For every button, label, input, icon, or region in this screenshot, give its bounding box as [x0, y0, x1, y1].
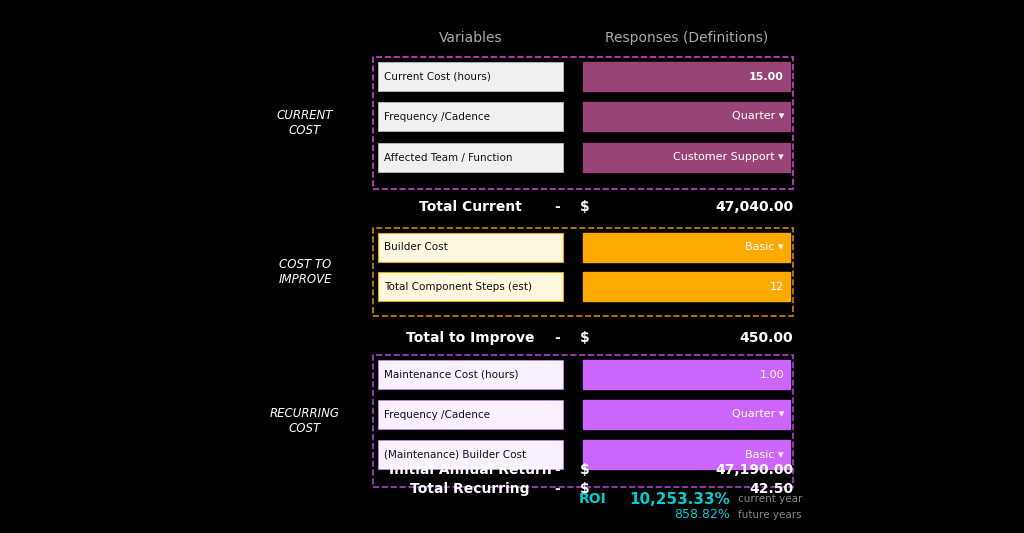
Text: -: -	[554, 331, 560, 345]
FancyBboxPatch shape	[378, 143, 563, 172]
Text: Total to Improve: Total to Improve	[406, 331, 535, 345]
FancyBboxPatch shape	[583, 102, 790, 131]
Text: future years: future years	[738, 510, 802, 520]
Text: 47,190.00: 47,190.00	[715, 463, 793, 477]
Text: (Maintenance) Builder Cost: (Maintenance) Builder Cost	[384, 449, 526, 459]
Text: Total Current: Total Current	[419, 200, 521, 214]
Text: 858.82%: 858.82%	[674, 508, 730, 521]
Text: Basic ▾: Basic ▾	[745, 243, 784, 253]
Text: -: -	[554, 482, 560, 496]
Text: ROI: ROI	[580, 492, 607, 506]
FancyBboxPatch shape	[583, 360, 790, 389]
Text: $: $	[580, 482, 590, 496]
Text: Basic ▾: Basic ▾	[745, 449, 784, 459]
Text: 12: 12	[770, 281, 784, 292]
FancyBboxPatch shape	[378, 233, 563, 262]
Text: current year: current year	[738, 494, 803, 504]
Text: -: -	[554, 200, 560, 214]
Text: Total Recurring: Total Recurring	[411, 482, 529, 496]
Text: 450.00: 450.00	[739, 331, 793, 345]
FancyBboxPatch shape	[583, 233, 790, 262]
FancyBboxPatch shape	[583, 143, 790, 172]
Text: Quarter ▾: Quarter ▾	[731, 111, 784, 122]
Text: Frequency /Cadence: Frequency /Cadence	[384, 409, 490, 419]
FancyBboxPatch shape	[378, 62, 563, 91]
Text: 42.50: 42.50	[749, 482, 793, 496]
Text: 15.00: 15.00	[750, 71, 784, 82]
FancyBboxPatch shape	[378, 102, 563, 131]
Text: Maintenance Cost (hours): Maintenance Cost (hours)	[384, 369, 518, 379]
Text: Frequency /Cadence: Frequency /Cadence	[384, 111, 490, 122]
Text: Initial Annual Return: Initial Annual Return	[389, 463, 551, 477]
Text: $: $	[580, 463, 590, 477]
Text: Customer Support ▾: Customer Support ▾	[673, 152, 784, 163]
FancyBboxPatch shape	[378, 440, 563, 469]
FancyBboxPatch shape	[583, 400, 790, 429]
Text: Current Cost (hours): Current Cost (hours)	[384, 71, 490, 82]
Text: Affected Team / Function: Affected Team / Function	[384, 152, 512, 163]
FancyBboxPatch shape	[583, 62, 790, 91]
Text: 47,040.00: 47,040.00	[715, 200, 793, 214]
Text: Total Component Steps (est): Total Component Steps (est)	[384, 281, 532, 292]
Text: Quarter ▾: Quarter ▾	[731, 409, 784, 419]
Text: 1.00: 1.00	[760, 369, 784, 379]
Text: Builder Cost: Builder Cost	[384, 243, 447, 253]
Text: 10,253.33%: 10,253.33%	[629, 491, 730, 506]
Text: $: $	[580, 331, 590, 345]
FancyBboxPatch shape	[378, 272, 563, 301]
FancyBboxPatch shape	[378, 400, 563, 429]
Text: CURRENT
COST: CURRENT COST	[276, 109, 333, 137]
Text: COST TO
IMPROVE: COST TO IMPROVE	[279, 258, 332, 286]
FancyBboxPatch shape	[583, 440, 790, 469]
Text: Variables: Variables	[438, 31, 503, 45]
Text: -: -	[554, 463, 560, 477]
Text: RECURRING
COST: RECURRING COST	[270, 407, 340, 435]
FancyBboxPatch shape	[583, 272, 790, 301]
Text: $: $	[580, 200, 590, 214]
Text: Responses (Definitions): Responses (Definitions)	[605, 31, 768, 45]
FancyBboxPatch shape	[378, 360, 563, 389]
